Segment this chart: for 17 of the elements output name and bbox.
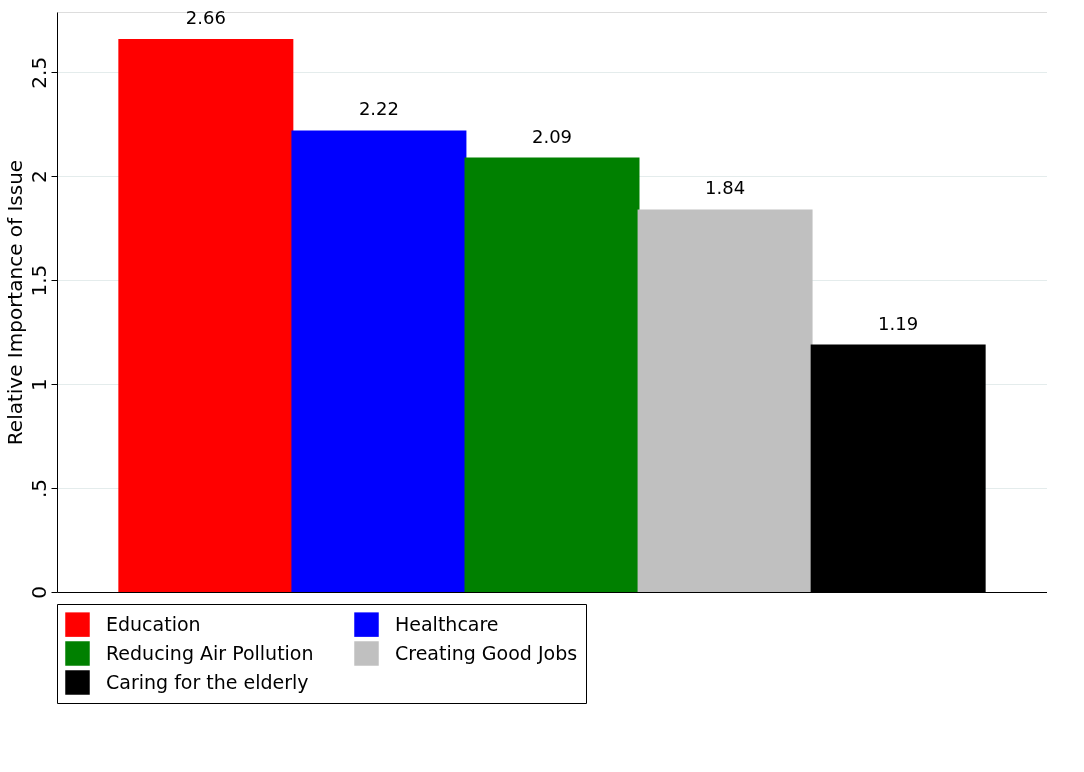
legend-label: Education bbox=[106, 612, 201, 635]
legend-label: Caring for the elderly bbox=[106, 670, 309, 693]
y-tick-label: 0 bbox=[26, 586, 51, 599]
data-label: 1.19 bbox=[878, 312, 919, 334]
legend-label: Reducing Air Pollution bbox=[106, 641, 314, 664]
y-tick-label: 2 bbox=[26, 170, 51, 184]
legend-label: Creating Good Jobs bbox=[395, 641, 578, 664]
data-label: 1.84 bbox=[705, 177, 746, 199]
y-tick-label: 2.5 bbox=[26, 56, 51, 89]
y-tick-label: 1.5 bbox=[26, 264, 51, 297]
legend-label: Healthcare bbox=[395, 612, 499, 635]
y-axis-title: Relative Importance of Issue bbox=[2, 159, 27, 446]
data-label: 2.22 bbox=[358, 98, 399, 120]
y-tick-label: .5 bbox=[26, 479, 51, 499]
y-tick-label: 1 bbox=[26, 378, 51, 391]
data-label: 2.66 bbox=[185, 7, 226, 29]
data-label: 2.09 bbox=[531, 125, 573, 147]
